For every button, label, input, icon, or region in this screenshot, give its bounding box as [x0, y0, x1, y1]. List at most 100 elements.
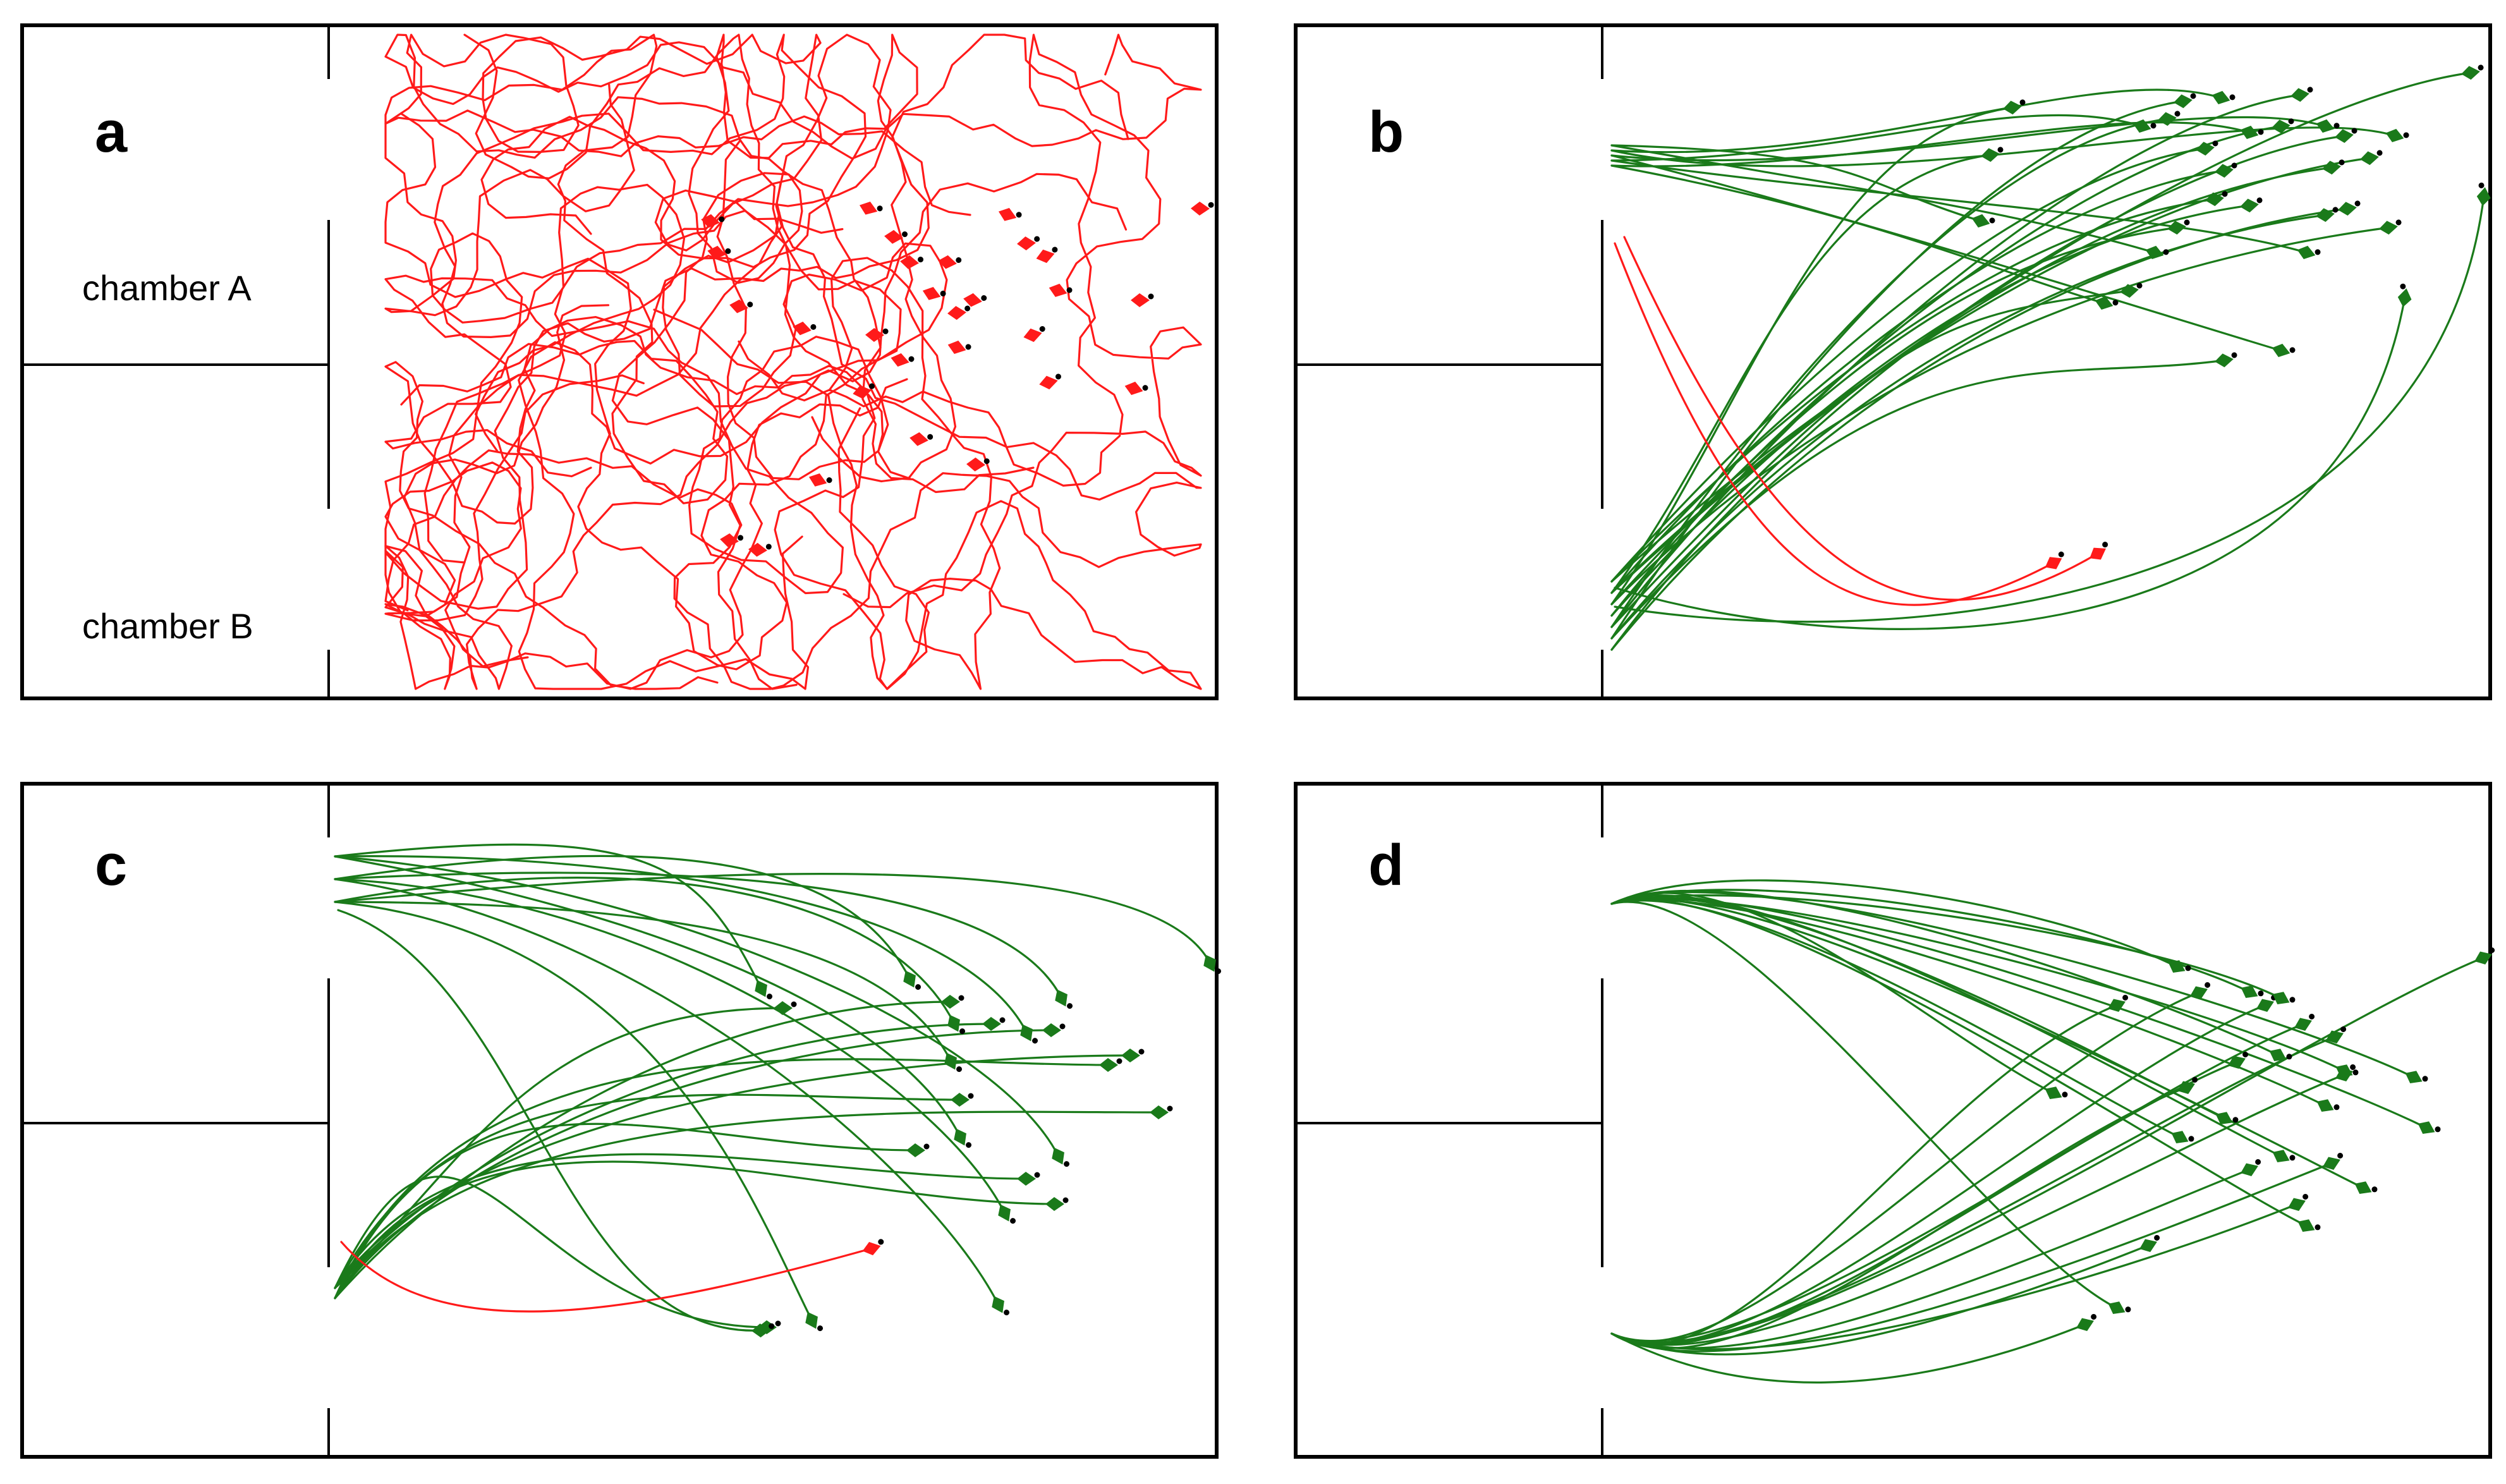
agent-arrow-icon	[2158, 111, 2181, 126]
trajectory-path	[334, 855, 911, 981]
agent-head	[2125, 1306, 2131, 1313]
agent-head	[1208, 202, 1214, 208]
agent-head	[2309, 1013, 2315, 1019]
agent-body	[707, 245, 726, 260]
agent-body	[2418, 1121, 2435, 1134]
trajectory-path	[384, 173, 1128, 690]
agent-arrow-icon	[900, 255, 924, 269]
agent-head	[2185, 965, 2191, 971]
chamber-b-label: chamber B	[82, 606, 253, 646]
agent-body	[2076, 1318, 2094, 1331]
trajectory-path	[434, 33, 911, 480]
agent-arrow-icon	[2474, 947, 2495, 964]
trajectory-path	[334, 1153, 1028, 1289]
panel-frame	[1294, 782, 2492, 1459]
agent-arrow-icon	[774, 1001, 797, 1015]
agent-arrow-icon	[947, 1014, 966, 1035]
agent-head	[2395, 219, 2402, 226]
agent-arrow-icon	[2205, 191, 2228, 207]
agent-arrow-icon	[2335, 128, 2357, 143]
agent-head	[1215, 968, 1222, 975]
trajectory-path	[1610, 890, 2280, 1057]
agent-head	[983, 458, 990, 465]
agent-arrow-icon	[891, 353, 915, 367]
trajectory-path	[1610, 204, 2251, 617]
agent-body	[1191, 201, 1210, 216]
agent-arrow-icon	[2215, 1112, 2239, 1124]
agent-head	[2332, 207, 2339, 213]
agent-body	[2272, 1150, 2290, 1162]
agent-body	[2385, 128, 2404, 142]
trajectory-path	[334, 843, 763, 990]
agent-head	[1032, 1038, 1038, 1044]
agent-body	[2405, 1071, 2423, 1083]
trajectory-path	[1610, 144, 1983, 222]
trajectory-path	[384, 33, 1202, 494]
agent-head	[918, 257, 924, 263]
trajectory-path	[334, 1122, 918, 1299]
agent-body	[998, 1204, 1011, 1222]
agent-body	[966, 457, 985, 471]
agent-head	[1039, 325, 1045, 332]
chamber-a-label: chamber A	[82, 268, 252, 308]
agent-body	[2316, 119, 2335, 133]
agent-head	[956, 257, 962, 264]
agent-body	[1020, 1024, 1033, 1042]
agent-body	[2338, 202, 2357, 216]
agent-body	[2095, 296, 2114, 310]
agent-arrow-icon	[1023, 325, 1045, 343]
agent-head	[1004, 1310, 1010, 1316]
agent-body	[1017, 1172, 1036, 1186]
trajectory-path	[1614, 195, 2485, 623]
agent-head	[1066, 287, 1073, 293]
agent-arrow-icon	[2211, 90, 2235, 104]
agent-arrow-icon	[1020, 1024, 1038, 1044]
agent-body	[938, 255, 957, 269]
trajectory-path	[334, 878, 1006, 1215]
agent-arrow-icon	[884, 229, 908, 244]
agent-arrow-icon	[2297, 245, 2321, 259]
agent-head	[2286, 1054, 2292, 1060]
agent-arrow-icon	[998, 207, 1022, 221]
agent-arrow-icon	[982, 1017, 1006, 1031]
agent-head	[2154, 1234, 2160, 1241]
agent-head	[725, 248, 731, 254]
agent-body	[2360, 151, 2379, 166]
agent-arrow-icon	[944, 1052, 963, 1073]
agent-head	[2258, 129, 2264, 135]
agent-arrow-icon	[2120, 283, 2143, 298]
agent-head	[915, 984, 922, 990]
agent-arrow-icon	[865, 327, 889, 342]
agent-head	[2231, 352, 2237, 358]
agent-arrow-icon	[2385, 128, 2409, 142]
agent-arrow-icon	[1121, 1049, 1145, 1062]
agent-body	[922, 286, 941, 300]
trajectory-path	[1610, 359, 2226, 640]
trajectory-path	[334, 1000, 952, 1299]
panel-a: a chamber A chamber B	[20, 23, 1219, 700]
agent-body	[2322, 161, 2341, 175]
agent-arrow-icon	[1099, 1058, 1122, 1072]
agent-head	[964, 305, 971, 312]
agent-arrow-icon	[2360, 150, 2383, 166]
agent-body	[774, 1001, 793, 1015]
agent-head	[2174, 111, 2181, 117]
trajectory-path	[334, 1054, 1133, 1289]
agent-head	[1055, 374, 1061, 380]
agent-arrow-icon	[1017, 1172, 1040, 1186]
trajectory-path	[1610, 226, 2390, 605]
agent-arrow-icon	[2108, 1301, 2131, 1314]
agent-arrow-icon	[998, 1204, 1016, 1224]
trajectory-path	[1610, 1323, 2087, 1384]
agent-body	[2269, 1049, 2287, 1061]
agent-head	[2302, 1193, 2309, 1200]
agent-head	[882, 328, 889, 334]
trajectory-path	[1610, 898, 2308, 1227]
trajectory-path	[334, 901, 813, 1322]
panel-frame	[1294, 23, 2492, 700]
trajectory-path	[1623, 236, 2100, 601]
agent-head	[2229, 94, 2235, 100]
trajectory-path	[384, 33, 729, 504]
agent-body	[1049, 283, 1067, 297]
agent-arrow-icon	[2045, 551, 2064, 569]
